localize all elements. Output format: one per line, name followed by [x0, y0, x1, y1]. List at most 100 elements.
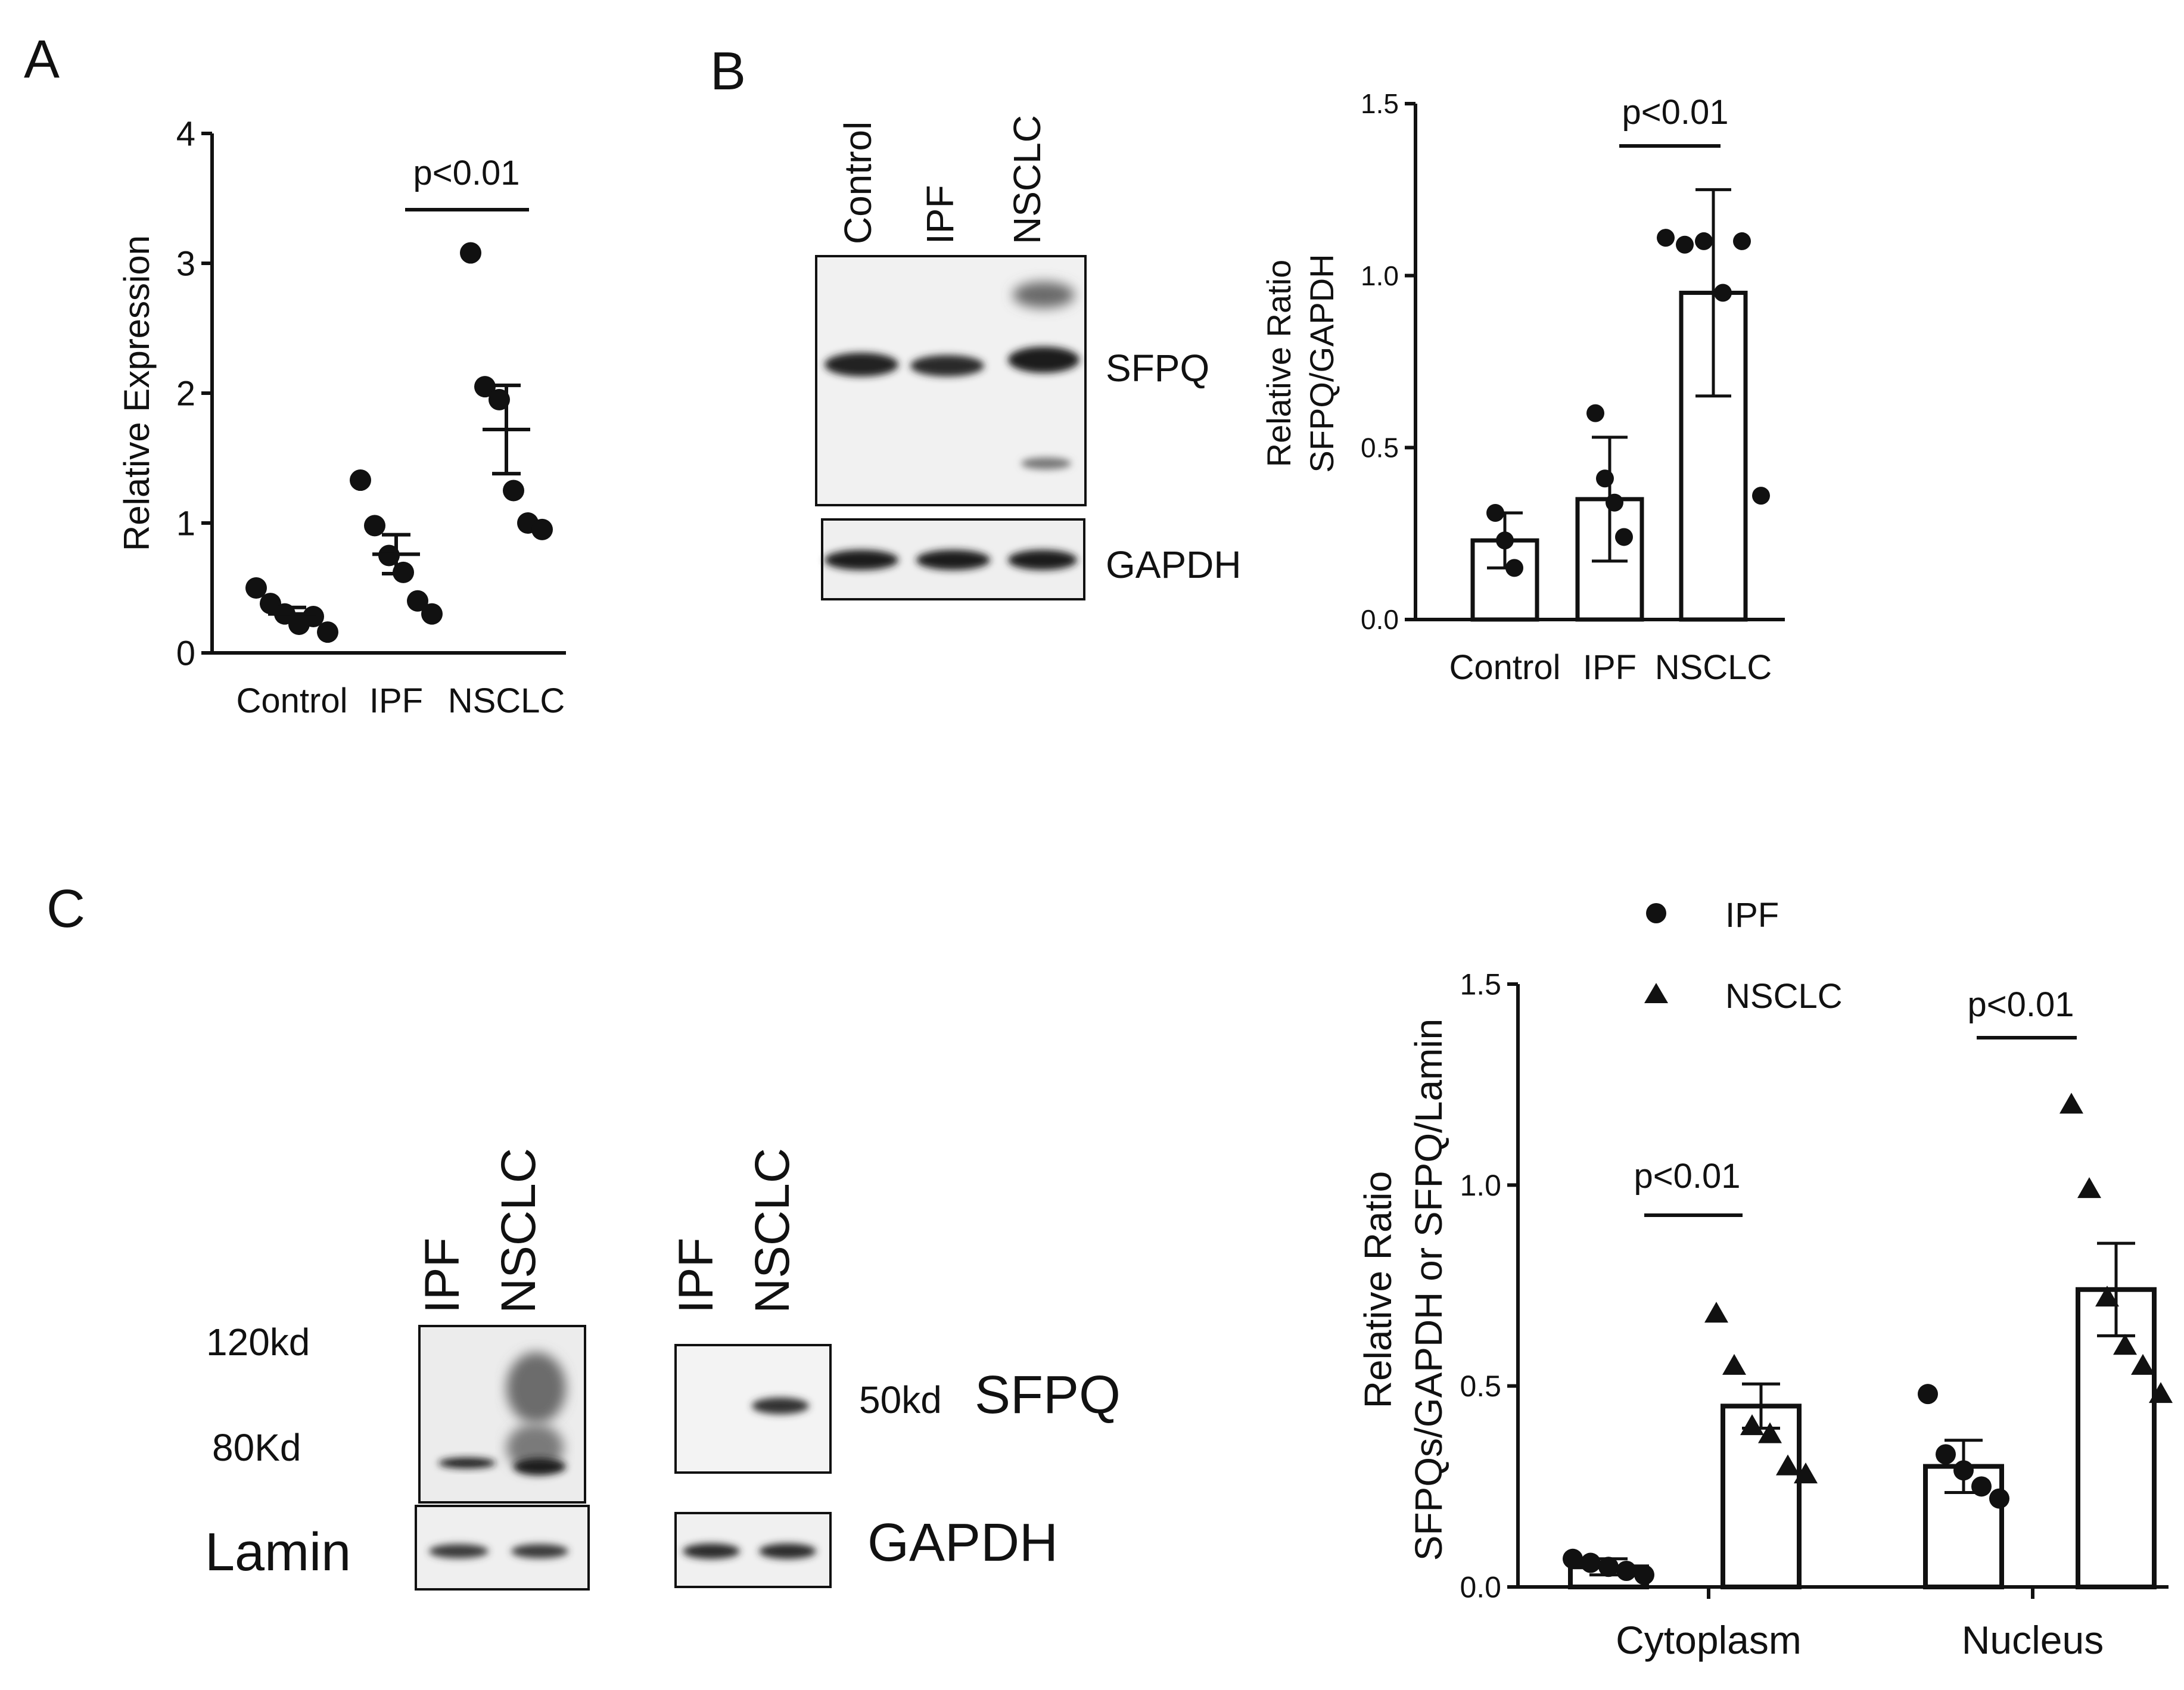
blot-c-left-image — [418, 1325, 586, 1504]
panel-a-data-point — [317, 621, 338, 643]
panel-a-x-tick-label: IPF — [369, 681, 423, 720]
panel-b-data-point — [1606, 493, 1623, 512]
panel-b-data-point — [1695, 232, 1713, 250]
blot-b-label-gapdh: GAPDH — [1106, 543, 1242, 586]
panel-a-x-tick-label: NSCLC — [448, 681, 565, 720]
panel-a-data-point — [303, 605, 324, 627]
panel-b-data-point — [1733, 232, 1751, 250]
panel-c-legend: IPF NSCLC — [1644, 896, 1843, 1016]
legend-ipf-label: IPF — [1725, 896, 1779, 935]
panel-c-data-point-nsclc — [1740, 1414, 1764, 1436]
blot-b-label-sfpq: SFPQ — [1106, 347, 1209, 390]
blot-c-label-sfpq: SFPQ — [975, 1365, 1121, 1425]
panel-a-pvalue: p<0.01 — [413, 154, 519, 192]
panel-b-data-point — [1596, 469, 1614, 488]
legend-nsclc-marker — [1644, 983, 1668, 1003]
blot-b-lane-control: Control — [836, 122, 879, 244]
panel-c-data-point-nsclc — [2095, 1286, 2119, 1307]
panel-b-data-point — [1714, 284, 1732, 302]
panel-b-data-point — [1586, 404, 1604, 422]
panel-b-letter: B — [710, 42, 746, 101]
panel-c-data-point-nsclc — [1758, 1422, 1782, 1443]
panel-b-y-tick-label: 1.0 — [1361, 260, 1399, 291]
blot-c-marker-80kd: 80Kd — [212, 1426, 301, 1469]
panel-a-y-tick-label: 0 — [176, 634, 195, 673]
panel-b-x-tick-label: IPF — [1583, 648, 1637, 687]
blot-c-lamin-image — [415, 1505, 590, 1591]
panel-b-x-tick-label: NSCLC — [1655, 648, 1772, 687]
panel-c-data-point-nsclc — [1776, 1454, 1800, 1476]
panel-b-data-point — [1615, 528, 1633, 546]
blot-b-lane-nsclc: NSCLC — [1006, 115, 1049, 244]
blot-c-sfpq-image — [674, 1344, 832, 1474]
panel-c-data-point-ipf — [1971, 1476, 1992, 1497]
panel-c-data-point-nsclc — [2149, 1382, 2173, 1403]
panel-a-y-tick-label: 2 — [176, 374, 195, 413]
panel-c-letter: C — [46, 879, 85, 939]
panel-c-data-point-ipf — [1953, 1460, 1974, 1481]
panel-c-data-point-ipf — [1563, 1548, 1583, 1569]
panel-c-pvalue-cytoplasm: p<0.01 — [1634, 1157, 1740, 1196]
panel-c-pvalue-nucleus: p<0.01 — [1967, 985, 2074, 1024]
panel-c-data-point-ipf — [1989, 1488, 2009, 1509]
panel-b-y-tick-label: 0.5 — [1361, 432, 1399, 463]
panel-c-x-tick-label: Nucleus — [1962, 1618, 2104, 1662]
panel-b-data-point — [1752, 487, 1770, 505]
panel-a-y-tick-label: 4 — [176, 114, 195, 153]
blot-b-gapdh-image — [821, 518, 1085, 600]
blot-b-sfpq-image — [815, 255, 1087, 506]
blot-c-label-gapdh: GAPDH — [867, 1513, 1058, 1573]
blot-c-left-lane-ipf: IPF — [415, 1237, 469, 1314]
panel-c-data-point-nsclc — [2077, 1177, 2101, 1199]
panel-a-data-point — [245, 577, 267, 599]
panel-c-data-point-nsclc — [2131, 1353, 2155, 1375]
blot-c-label-lamin: Lamin — [205, 1523, 351, 1582]
panel-c-data-point-ipf — [1598, 1557, 1619, 1577]
panel-c-data-point-ipf — [1936, 1444, 1956, 1465]
panel-a-data-point — [350, 469, 371, 491]
panel-c-ylabel-line1: Relative Ratio — [1357, 1171, 1399, 1408]
panel-b-data-point — [1657, 229, 1675, 247]
panel-b-data-point — [1496, 531, 1514, 550]
panel-a-data-point — [407, 590, 428, 612]
panel-c-data-point-nsclc — [1722, 1353, 1746, 1375]
blot-c-right-lane-ipf: IPF — [669, 1237, 723, 1314]
panel-c-data-point-nsclc — [1794, 1462, 1818, 1484]
panel-c-y-tick-label: 0.0 — [1460, 1571, 1501, 1604]
panel-a-data-point — [421, 603, 443, 625]
panel-a-letter: A — [24, 30, 60, 89]
panel-a-y-tick-label: 1 — [176, 504, 195, 543]
panel-b-data-point — [1505, 559, 1523, 577]
panel-c-data-point-nsclc — [1704, 1302, 1728, 1323]
legend-ipf-marker — [1646, 903, 1666, 923]
legend-nsclc-label: NSCLC — [1725, 977, 1843, 1016]
blot-c-gapdh-image — [674, 1512, 832, 1588]
panel-b: B Control IPF NSCLC SFPQ GAPDH Relative … — [710, 42, 1785, 687]
panel-c-data-point-ipf — [1918, 1384, 1938, 1405]
panel-c-data-point-ipf — [1581, 1552, 1601, 1573]
panel-c-data-point-ipf — [1634, 1564, 1654, 1585]
panel-a-data-point — [460, 242, 481, 264]
panel-b-ylabel-line2: SFPQ/GAPDH — [1303, 254, 1340, 472]
panel-c-y-tick-label: 1.0 — [1460, 1169, 1501, 1202]
blot-c-marker-50kd: 50kd — [859, 1378, 942, 1421]
panel-a-data-point — [531, 518, 553, 540]
panel-a: A Relative Expression 0 1 2 3 4 Control IPF NSC… — [24, 30, 566, 720]
panel-c-data-point-nsclc — [2113, 1334, 2137, 1355]
panel-c-data-point-ipf — [1616, 1561, 1637, 1582]
panel-a-data-point — [503, 480, 524, 502]
panel-c-y-tick-label: 0.5 — [1460, 1370, 1501, 1403]
panel-b-data-point — [1486, 504, 1504, 522]
panel-b-x-tick-label: Control — [1449, 648, 1561, 687]
panel-a-y-tick-label: 3 — [176, 244, 195, 283]
panel-a-x-tick-label: Control — [237, 681, 348, 720]
panel-b-pvalue: p<0.01 — [1622, 93, 1728, 132]
panel-c-x-tick-label: Cytoplasm — [1616, 1618, 1802, 1662]
panel-b-chart: 0.0 0.5 1.0 1.5 Control IPF NSCLC — [1361, 88, 1785, 687]
panel-c-y-tick-label: 1.5 — [1460, 968, 1501, 1001]
panel-a-chart: 0 1 2 3 4 Control IPF NSCLC — [176, 114, 566, 720]
blot-c-right-lane-nsclc: NSCLC — [745, 1148, 799, 1314]
panel-a-data-point — [474, 376, 496, 398]
panel-a-ylabel: Relative Expression — [117, 235, 157, 551]
panel-a-data-point — [364, 515, 385, 537]
